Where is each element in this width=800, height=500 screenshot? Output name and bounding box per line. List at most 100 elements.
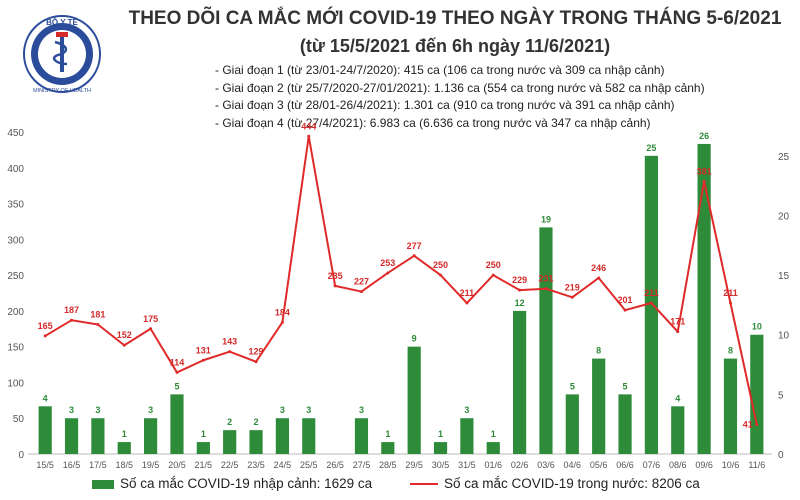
- bar-imported-cases: [750, 334, 764, 454]
- line-data-label: 152: [117, 330, 132, 340]
- line-data-label: 250: [433, 260, 448, 270]
- bar-data-label: 19: [541, 214, 551, 224]
- line-data-label: 165: [38, 321, 53, 331]
- line-point: [412, 254, 416, 258]
- bar-imported-cases: [91, 418, 105, 454]
- bar-data-label: 1: [438, 429, 443, 439]
- y-right-tick-label: 0: [778, 450, 784, 461]
- line-data-label: 246: [591, 263, 606, 273]
- line-point: [122, 343, 126, 347]
- bar-data-label: 1: [491, 429, 496, 439]
- bar-imported-cases: [275, 418, 289, 454]
- bar-imported-cases: [302, 418, 316, 454]
- phase-note-2: - Giai đoạn 2 (từ 25/7/2020-27/01/2021):…: [215, 80, 705, 95]
- line-point: [623, 308, 627, 312]
- bar-imported-cases: [618, 394, 632, 454]
- bar-imported-cases: [117, 442, 131, 454]
- y-left-tick-label: 0: [18, 450, 24, 461]
- bar-imported-cases: [196, 442, 210, 454]
- x-tick-label: 27/5: [353, 460, 371, 470]
- bar-data-label: 9: [412, 334, 417, 344]
- bar-data-label: 3: [464, 405, 469, 415]
- line-data-label: 211: [723, 288, 738, 298]
- bar-imported-cases: [723, 358, 738, 454]
- y-right-tick-label: 5: [778, 390, 784, 401]
- bar-data-label: 1: [201, 429, 206, 439]
- x-tick-label: 10/6: [722, 460, 740, 470]
- x-tick-label: 26/5: [326, 460, 344, 470]
- y-right-tick-label: 25: [778, 152, 790, 163]
- line-point: [307, 134, 311, 138]
- line-data-label: 211: [460, 288, 475, 298]
- line-domestic-cases: [44, 135, 758, 425]
- bar-data-label: 5: [570, 381, 575, 391]
- x-tick-label: 09/6: [695, 460, 713, 470]
- line-data-label: 227: [354, 277, 369, 287]
- line-point: [333, 284, 337, 288]
- x-tick-label: 25/5: [300, 460, 318, 470]
- y-left-tick-label: 250: [7, 271, 24, 282]
- bar-imported-cases: [64, 418, 79, 454]
- bar-data-label: 1: [385, 429, 390, 439]
- line-point: [755, 423, 759, 427]
- bar-imported-cases: [671, 406, 685, 454]
- y-left-tick-label: 200: [7, 307, 24, 318]
- bar-imported-cases: [38, 406, 52, 454]
- line-data-label: 231: [538, 274, 553, 284]
- x-tick-label: 20/5: [168, 460, 186, 470]
- line-data-label: 175: [143, 314, 158, 324]
- line-data-label: 143: [222, 337, 237, 347]
- x-tick-label: 31/5: [458, 460, 476, 470]
- legend-domestic: Số ca mắc COVID-19 trong nước: 8206 ca: [410, 476, 700, 491]
- bar-imported-cases: [354, 418, 369, 454]
- line-data-label: 171: [670, 317, 685, 327]
- line-data-label: 41: [743, 420, 753, 430]
- bar-data-label: 4: [675, 393, 680, 403]
- line-data-label: 187: [64, 305, 79, 315]
- line-point: [228, 350, 232, 354]
- line-point: [491, 273, 495, 277]
- bar-data-label: 5: [174, 381, 179, 391]
- x-tick-label: 11/6: [748, 460, 765, 470]
- bar-data-label: 3: [95, 405, 100, 415]
- bar-imported-cases: [539, 227, 553, 454]
- x-tick-label: 28/5: [379, 460, 397, 470]
- bar-data-label: 25: [646, 143, 656, 153]
- line-point: [570, 295, 574, 299]
- x-tick-label: 19/5: [142, 460, 160, 470]
- bar-imported-cases: [170, 394, 184, 454]
- line-data-label: 181: [90, 309, 105, 319]
- line-data-label: 129: [249, 347, 264, 357]
- line-point: [201, 358, 205, 362]
- bar-imported-cases: [697, 143, 711, 455]
- x-tick-label: 16/5: [63, 460, 81, 470]
- bar-data-label: 10: [752, 322, 762, 332]
- bar-data-label: 3: [359, 405, 364, 415]
- x-tick-label: 05/6: [590, 460, 608, 470]
- bar-data-label: 4: [43, 393, 48, 403]
- x-tick-label: 02/6: [511, 460, 529, 470]
- x-tick-label: 17/5: [89, 460, 107, 470]
- chart-title: THEO DÕI CA MẮC MỚI COVID-19 THEO NGÀY T…: [128, 8, 782, 29]
- line-point: [544, 287, 548, 291]
- bar-data-label: 2: [254, 417, 259, 427]
- bar-data-label: 3: [306, 405, 311, 415]
- x-tick-label: 15/5: [36, 460, 54, 470]
- bar-imported-cases: [486, 442, 500, 454]
- x-tick-label: 04/6: [564, 460, 582, 470]
- bar-data-label: 3: [69, 405, 74, 415]
- y-right-tick-label: 15: [778, 271, 790, 282]
- bar-imported-cases: [249, 430, 263, 454]
- line-data-label: 201: [618, 295, 633, 305]
- line-point: [465, 301, 469, 305]
- legend-bar-swatch: [92, 479, 114, 489]
- phase-note-4: - Giai đoạn 4 (từ 27/4/2021): 6.983 ca (…: [215, 115, 651, 130]
- bar-data-label: 3: [280, 405, 285, 415]
- bar-imported-cases: [513, 310, 527, 454]
- line-point: [597, 276, 601, 280]
- x-tick-label: 01/6: [484, 460, 502, 470]
- y-left-tick-label: 450: [7, 128, 24, 139]
- line-data-label: 211: [644, 288, 659, 298]
- legend-imported-label: Số ca mắc COVID-19 nhập cảnh: 1629 ca: [120, 476, 373, 491]
